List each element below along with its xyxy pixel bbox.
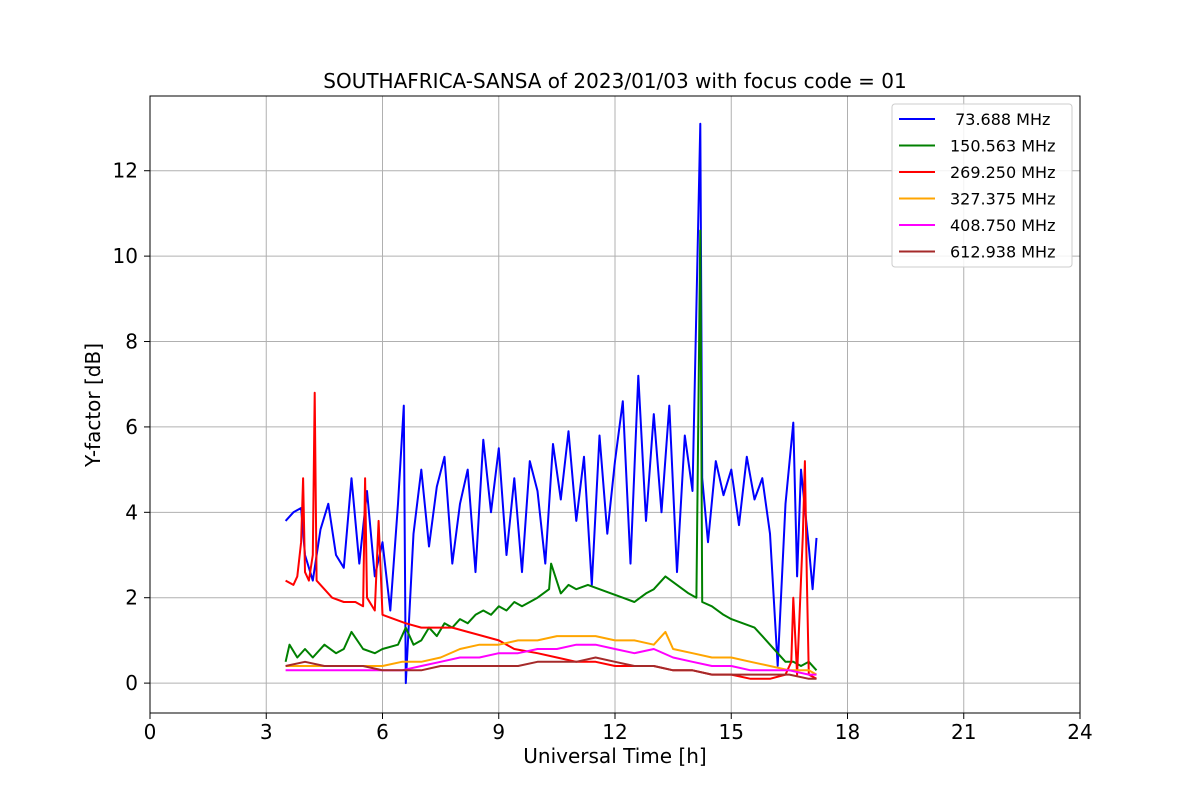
y-tick-label: 2 [125,586,138,610]
series-line-3 [285,630,817,676]
legend-label-4: 408.750 MHz [950,216,1055,235]
x-axis-label: Universal Time [h] [523,744,706,768]
y-tick-label: 10 [113,244,138,268]
series-layer [284,122,818,685]
legend-label-0: 73.688 MHz [950,110,1050,129]
x-axis: 0 3 6 9 12 15 18 21 24 [144,713,1093,744]
legend-label-2: 269.250 MHz [950,163,1055,182]
series-line-1 [284,229,818,671]
y-tick-label: 6 [125,415,138,439]
legend-label-1: 150.563 MHz [950,137,1055,156]
x-tick-label: 3 [260,720,273,744]
y-tick-label: 12 [113,159,138,183]
y-tick-label: 8 [125,330,138,354]
legend-label-3: 327.375 MHz [950,190,1055,209]
series-line-2 [285,391,817,680]
series-line-0 [284,122,818,685]
legend-box [891,103,1073,268]
x-tick-label: 21 [951,720,976,744]
x-tick-label: 15 [719,720,744,744]
y-axis-label: Y-factor [dB] [81,343,105,468]
legend: 73.688 MHz 150.563 MHz 269.250 MHz 327.375 … [891,103,1073,268]
x-tick-label: 6 [376,720,389,744]
series-line-4 [285,643,817,676]
legend-label-5: 612.938 MHz [950,243,1055,262]
y-axis: 0 2 4 6 8 10 12 [113,159,150,695]
grid [149,96,1081,713]
x-tick-label: 24 [1067,720,1092,744]
chart-title: SOUTHAFRICA-SANSA of 2023/01/03 with foc… [323,69,907,93]
x-tick-label: 12 [602,720,627,744]
x-tick-label: 0 [144,720,157,744]
y-tick-label: 0 [125,671,138,695]
x-tick-label: 9 [492,720,505,744]
series-line-5 [285,656,817,680]
y-tick-label: 4 [125,500,138,524]
x-tick-label: 18 [835,720,860,744]
